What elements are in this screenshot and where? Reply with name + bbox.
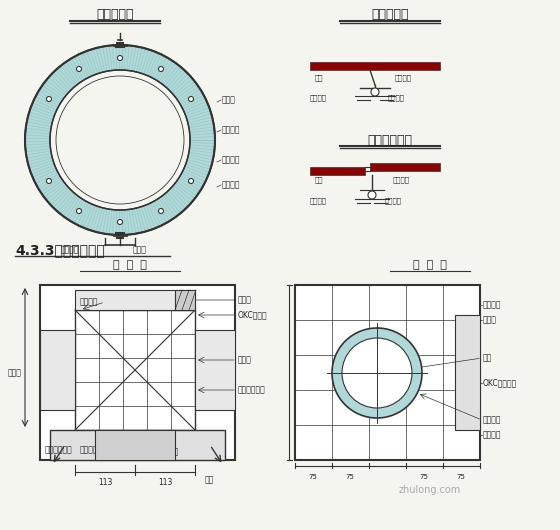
Bar (40, 285, 235, 460)
Circle shape (118, 219, 123, 225)
Text: zhulong.com: zhulong.com (399, 485, 461, 495)
Bar (40, 330, 75, 410)
Bar (75, 290, 195, 310)
Text: 立柱模板: 立柱模板 (80, 297, 99, 306)
Text: 连接螺栓: 连接螺栓 (388, 95, 405, 101)
Circle shape (118, 56, 123, 60)
Text: 枕木: 枕木 (140, 434, 150, 443)
Circle shape (371, 88, 379, 96)
Text: 设计桩径中: 设计桩径中 (80, 446, 103, 455)
Circle shape (368, 191, 376, 199)
Bar (310, 62, 440, 70)
Bar (175, 290, 195, 310)
Text: 灯笼支架: 灯笼支架 (395, 75, 412, 81)
Text: 外弧弯矩: 外弧弯矩 (60, 245, 80, 254)
Circle shape (46, 179, 52, 183)
Bar (50, 430, 225, 460)
Text: 模板头: 模板头 (222, 95, 236, 104)
Text: 安全栏杆: 安全栏杆 (483, 430, 502, 439)
Text: 风揽索: 风揽索 (483, 315, 497, 324)
Text: 连接: 连接 (315, 176, 324, 183)
Circle shape (46, 96, 52, 102)
Text: 4.3.3、模板加固图: 4.3.3、模板加固图 (15, 243, 105, 257)
Text: 外弧弯矩: 外弧弯矩 (310, 198, 327, 204)
Text: 面板平接口: 面板平接口 (371, 8, 409, 22)
Text: 侧灯笼件: 侧灯笼件 (222, 181, 240, 190)
Text: 75: 75 (456, 474, 465, 480)
Circle shape (189, 96, 194, 102)
Circle shape (77, 66, 82, 72)
Text: 113: 113 (158, 478, 172, 487)
Text: 风揽索: 风揽索 (238, 356, 252, 365)
Text: 立  面  图: 立 面 图 (113, 260, 147, 270)
Circle shape (158, 66, 164, 72)
Text: 模板剖面图: 模板剖面图 (96, 8, 134, 22)
Text: 113: 113 (98, 478, 112, 487)
Text: 柱头: 柱头 (483, 354, 492, 363)
Text: OKC工作架: OKC工作架 (238, 311, 268, 320)
Bar (310, 167, 365, 175)
Text: 模板头: 模板头 (133, 245, 147, 254)
Polygon shape (50, 70, 190, 210)
Bar (295, 285, 480, 460)
Polygon shape (25, 45, 215, 235)
Text: OKC工作平台: OKC工作平台 (483, 378, 517, 387)
Text: 安全网: 安全网 (238, 296, 252, 305)
Circle shape (158, 208, 164, 214)
Text: 平  面  图: 平 面 图 (413, 260, 447, 270)
Circle shape (342, 338, 412, 408)
Text: 钢管连杆: 钢管连杆 (483, 301, 502, 310)
Text: 75: 75 (419, 474, 428, 480)
Text: 柱头: 柱头 (170, 447, 179, 456)
Text: 立柱模板: 立柱模板 (483, 416, 502, 425)
Text: 面板阴阳接口: 面板阴阳接口 (367, 134, 413, 146)
Text: 外弧弯矩: 外弧弯矩 (222, 126, 240, 135)
Bar (95, 430, 175, 460)
Circle shape (332, 328, 422, 418)
Text: 地锚: 地锚 (205, 475, 214, 484)
Bar (455, 315, 480, 430)
Bar (370, 163, 440, 171)
Bar (195, 330, 235, 410)
Bar (75, 310, 195, 430)
Text: 外弧弯矩: 外弧弯矩 (310, 95, 327, 101)
Text: 连接螺栓: 连接螺栓 (385, 198, 402, 204)
Circle shape (77, 208, 82, 214)
Text: 柱高程: 柱高程 (8, 368, 22, 377)
Text: 灯笼支架: 灯笼支架 (393, 176, 410, 183)
Text: 连接: 连接 (315, 75, 324, 81)
Circle shape (189, 179, 194, 183)
Text: 75: 75 (309, 474, 318, 480)
Text: 调节法兰螺杆: 调节法兰螺杆 (238, 385, 266, 394)
Text: 75: 75 (346, 474, 354, 480)
Text: 护筒扩大基础: 护筒扩大基础 (45, 446, 73, 455)
Text: 灯笼工件: 灯笼工件 (222, 155, 240, 164)
